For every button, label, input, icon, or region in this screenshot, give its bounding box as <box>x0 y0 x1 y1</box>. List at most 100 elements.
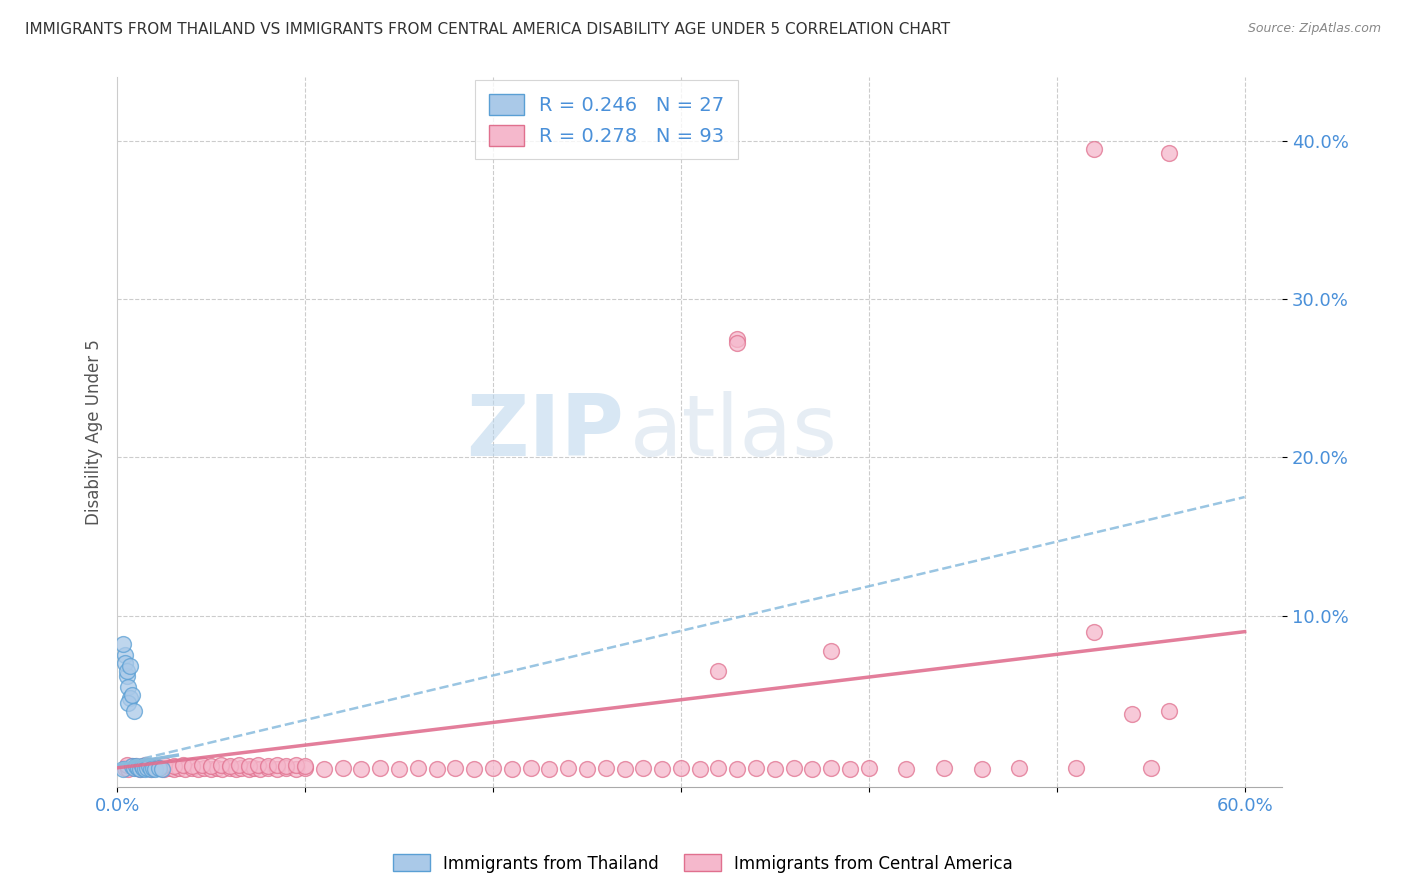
Legend: R = 0.246   N = 27, R = 0.278   N = 93: R = 0.246 N = 27, R = 0.278 N = 93 <box>475 80 738 160</box>
Point <box>128 763 150 777</box>
Point <box>406 761 429 775</box>
Point <box>651 763 673 777</box>
Point <box>225 763 247 777</box>
Point <box>707 665 730 679</box>
Point <box>284 763 307 777</box>
Point <box>249 763 271 777</box>
Point <box>689 763 711 777</box>
Point <box>115 665 138 679</box>
Point <box>111 637 134 651</box>
Point <box>138 759 160 773</box>
Point <box>122 704 145 718</box>
Point <box>121 759 143 773</box>
Point <box>122 761 145 775</box>
Point <box>219 761 242 775</box>
Point <box>763 763 786 777</box>
Point <box>187 763 209 777</box>
Point <box>1083 624 1105 639</box>
Point <box>519 761 541 775</box>
Point <box>139 763 162 777</box>
Point <box>1139 761 1161 775</box>
Point <box>801 763 824 777</box>
Point <box>243 761 266 775</box>
Point <box>150 763 173 777</box>
Point <box>238 763 260 777</box>
Point <box>1064 761 1087 775</box>
Point <box>125 759 148 773</box>
Point <box>148 761 170 775</box>
Point <box>219 759 242 773</box>
Point <box>444 761 467 775</box>
Point <box>312 763 335 777</box>
Point <box>276 761 298 775</box>
Point <box>115 757 138 772</box>
Point <box>839 763 862 777</box>
Point <box>426 763 449 777</box>
Point <box>134 763 156 777</box>
Point <box>205 761 228 775</box>
Point <box>142 761 165 775</box>
Point <box>132 761 155 775</box>
Point <box>595 761 617 775</box>
Point <box>117 696 139 710</box>
Point <box>162 763 184 777</box>
Point <box>575 763 598 777</box>
Text: IMMIGRANTS FROM THAILAND VS IMMIGRANTS FROM CENTRAL AMERICA DISABILITY AGE UNDER: IMMIGRANTS FROM THAILAND VS IMMIGRANTS F… <box>25 22 950 37</box>
Point <box>153 763 176 777</box>
Text: ZIP: ZIP <box>467 391 624 474</box>
Point <box>284 757 307 772</box>
Point <box>120 659 142 673</box>
Point <box>1159 146 1181 161</box>
Point <box>276 759 298 773</box>
Point <box>501 763 523 777</box>
Point <box>388 763 411 777</box>
Point <box>266 757 288 772</box>
Point <box>858 761 880 775</box>
Point <box>117 680 139 694</box>
Point <box>247 757 270 772</box>
Legend: Immigrants from Thailand, Immigrants from Central America: Immigrants from Thailand, Immigrants fro… <box>387 847 1019 880</box>
Point <box>613 763 636 777</box>
Point <box>633 761 655 775</box>
Point <box>114 648 136 663</box>
Y-axis label: Disability Age Under 5: Disability Age Under 5 <box>86 339 103 525</box>
Point <box>538 763 561 777</box>
Point <box>256 761 278 775</box>
Point <box>111 763 134 777</box>
Point <box>368 761 391 775</box>
Point <box>159 761 181 775</box>
Point <box>238 759 260 773</box>
Point <box>1121 706 1143 721</box>
Text: atlas: atlas <box>630 391 838 474</box>
Point <box>181 761 204 775</box>
Point <box>256 759 278 773</box>
Point <box>707 761 730 775</box>
Point <box>332 761 354 775</box>
Point <box>266 763 288 777</box>
Point <box>153 757 176 772</box>
Point <box>114 657 136 671</box>
Point <box>463 763 485 777</box>
Point <box>143 763 166 777</box>
Point <box>121 688 143 702</box>
Point <box>127 761 149 775</box>
Point <box>228 757 250 772</box>
Point <box>350 763 373 777</box>
Point <box>294 759 316 773</box>
Point <box>557 761 579 775</box>
Point <box>970 763 993 777</box>
Point <box>148 761 170 775</box>
Point <box>134 757 156 772</box>
Point <box>115 669 138 683</box>
Point <box>725 332 748 346</box>
Point <box>820 761 842 775</box>
Point <box>131 759 153 773</box>
Point <box>745 761 768 775</box>
Point <box>896 763 918 777</box>
Point <box>1083 142 1105 156</box>
Point <box>173 763 195 777</box>
Point <box>211 763 233 777</box>
Point <box>1008 761 1031 775</box>
Point <box>162 759 184 773</box>
Point <box>167 761 190 775</box>
